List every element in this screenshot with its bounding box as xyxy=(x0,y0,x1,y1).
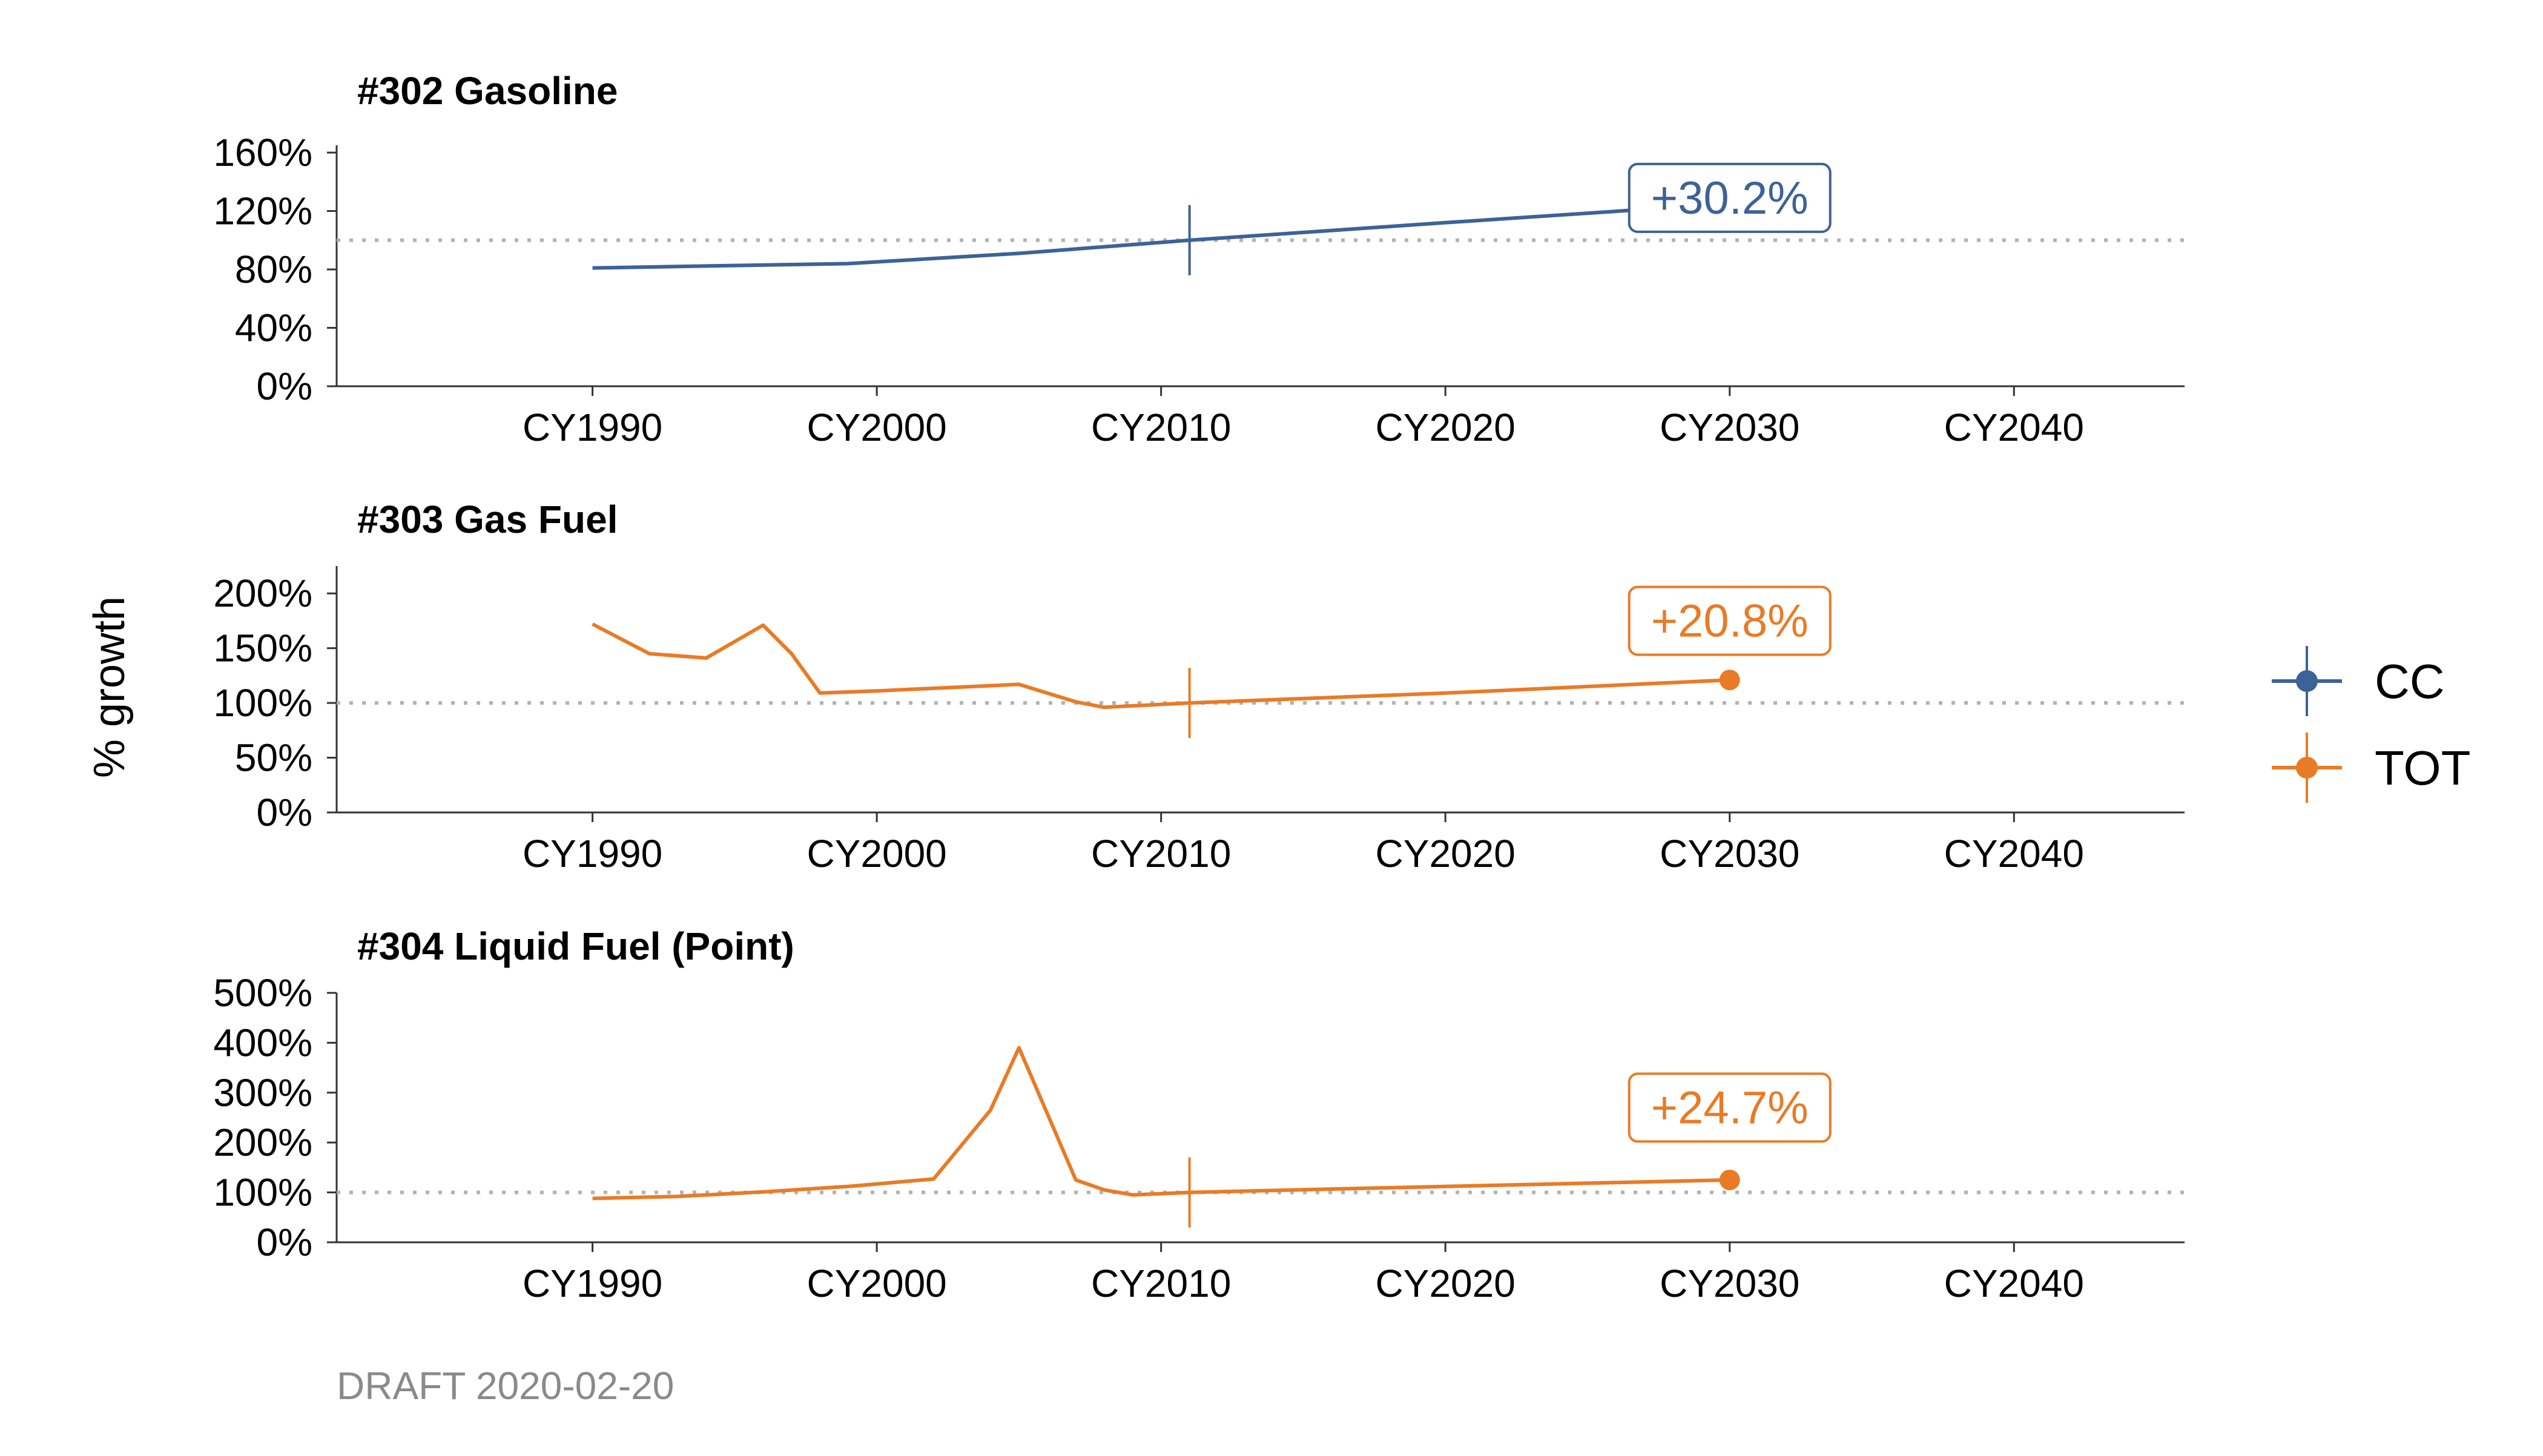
y-tick-label: 150% xyxy=(213,627,312,670)
y-tick-label: 500% xyxy=(213,971,312,1015)
legend-key-point xyxy=(2296,670,2318,692)
draft-date-footer: DRAFT 2020-02-20 xyxy=(337,1364,674,1408)
x-tick-label: CY2040 xyxy=(1944,832,2084,875)
x-tick-label: CY1990 xyxy=(523,406,662,449)
x-tick-label: CY2020 xyxy=(1376,1262,1516,1305)
y-tick-label: 40% xyxy=(235,306,312,350)
y-axis-label: % growth xyxy=(85,596,134,778)
y-tick-label: 80% xyxy=(235,248,312,291)
y-tick-label: 120% xyxy=(213,189,312,233)
x-tick-label: CY1990 xyxy=(523,832,662,875)
x-tick-label: CY2020 xyxy=(1376,406,1516,449)
x-tick-label: CY2020 xyxy=(1376,832,1516,875)
growth-annotation-box xyxy=(1628,162,1832,233)
legend-key-point xyxy=(2296,757,2318,779)
series-line-cc xyxy=(592,202,1730,270)
legend-label: TOT xyxy=(2375,741,2471,795)
panel-2: #303 Gas Fuel 0% 50% 100% 150% 200% CY1990 CY20… xyxy=(213,498,2185,875)
x-tick-label: CY2000 xyxy=(806,406,946,449)
y-tick-label: 0% xyxy=(257,1220,313,1264)
x-tick-label: CY2040 xyxy=(1944,406,2084,449)
y-tick-label: 0% xyxy=(257,791,313,834)
y-tick-label: 0% xyxy=(257,364,313,408)
growth-annotation-box xyxy=(1628,585,1832,656)
y-tick-label: 100% xyxy=(213,1171,312,1214)
y-tick-label: 160% xyxy=(213,131,312,174)
growth-annotation-label: +24.7% xyxy=(1651,1082,1809,1134)
legend-label: CC xyxy=(2375,654,2445,708)
y-tick-label: 50% xyxy=(235,736,312,780)
x-tick-label: CY2010 xyxy=(1091,832,1231,875)
growth-annotation-label: +30.2% xyxy=(1651,173,1809,224)
panels-layer: #302 Gasoline 0% 40% 80% 120% 160% CY1990 CY200… xyxy=(213,69,2185,1305)
panel-title: #304 Liquid Fuel (Point) xyxy=(357,924,794,968)
legend-item-cc: CC xyxy=(2272,646,2445,716)
growth-annotation-box xyxy=(1628,1072,1832,1143)
x-tick-label: CY2030 xyxy=(1660,1262,1799,1305)
y-tick-label: 200% xyxy=(213,1121,312,1164)
panel-3: #304 Liquid Fuel (Point) 0% 100% 200% 300% 40… xyxy=(213,924,2185,1305)
y-tick-label: 400% xyxy=(213,1021,312,1064)
panel-title: #302 Gasoline xyxy=(357,69,618,113)
x-tick-label: CY2030 xyxy=(1660,832,1799,875)
series-end-point xyxy=(1719,1170,1740,1190)
legend-item-tot: TOT xyxy=(2272,733,2471,803)
panel-1: #302 Gasoline 0% 40% 80% 120% 160% CY1990 CY200… xyxy=(213,69,2185,449)
x-tick-label: CY2010 xyxy=(1091,406,1231,449)
y-tick-label: 100% xyxy=(213,681,312,725)
x-tick-label: CY2000 xyxy=(806,832,946,875)
panel-title: #303 Gas Fuel xyxy=(357,498,618,541)
x-tick-label: CY1990 xyxy=(523,1262,662,1305)
series-line-tot xyxy=(592,1046,1730,1201)
series-end-point xyxy=(1719,670,1740,691)
x-tick-label: CY2030 xyxy=(1660,406,1799,449)
x-tick-label: CY2000 xyxy=(806,1262,946,1305)
series-line-tot xyxy=(592,622,1730,710)
x-tick-label: CY2010 xyxy=(1091,1262,1231,1305)
growth-annotation-label: +20.8% xyxy=(1651,595,1809,647)
y-tick-label: 200% xyxy=(213,572,312,615)
legend: CC TOT xyxy=(2272,646,2471,803)
x-tick-label: CY2040 xyxy=(1944,1262,2084,1305)
y-tick-label: 300% xyxy=(213,1071,312,1115)
